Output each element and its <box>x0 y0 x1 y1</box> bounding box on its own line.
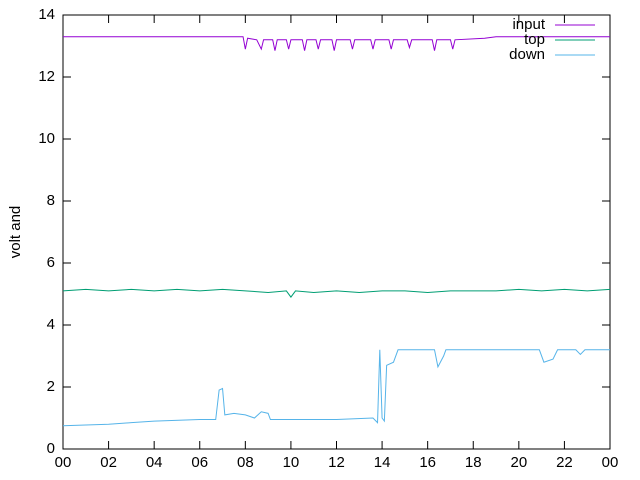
y-tick-label: 0 <box>47 440 55 457</box>
x-tick-label: 18 <box>465 454 482 471</box>
y-tick-label: 14 <box>38 6 55 23</box>
y-tick-label: 6 <box>47 254 55 271</box>
y-tick-label: 12 <box>38 68 55 85</box>
y-tick-label: 4 <box>47 316 55 333</box>
x-tick-label: 20 <box>510 454 527 471</box>
y-tick-label: 2 <box>47 378 55 395</box>
x-tick-label: 12 <box>328 454 345 471</box>
series-line <box>62 288 611 298</box>
x-tick-label: 14 <box>374 454 391 471</box>
y-tick-label: 10 <box>38 130 55 147</box>
plot-border <box>62 14 611 450</box>
x-tick-label: 16 <box>419 454 436 471</box>
legend-label: top <box>524 31 545 48</box>
x-tick-label: 08 <box>237 454 254 471</box>
y-tick-label: 8 <box>47 192 55 209</box>
x-tick-label: 00 <box>602 454 619 471</box>
x-tick-label: 00 <box>55 454 72 471</box>
y-axis-label: volt and <box>7 206 24 259</box>
x-tick-label: 22 <box>556 454 573 471</box>
legend-label: input <box>512 16 545 33</box>
legend-label: down <box>509 46 545 63</box>
x-tick-label: 10 <box>283 454 300 471</box>
series-line <box>62 349 610 427</box>
series-line <box>63 36 610 51</box>
x-tick-label: 06 <box>191 454 208 471</box>
x-tick-label: 02 <box>100 454 117 471</box>
x-tick-label: 04 <box>146 454 163 471</box>
